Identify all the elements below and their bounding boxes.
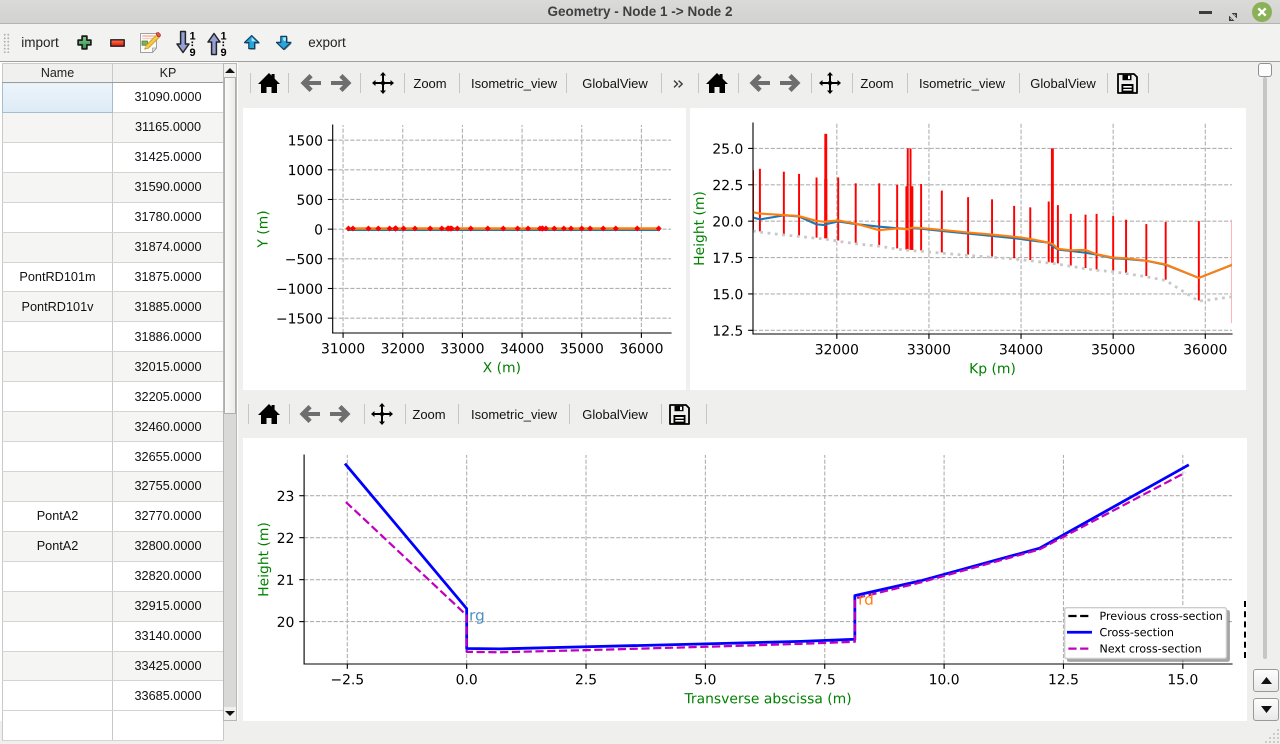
svg-text:9: 9 xyxy=(190,47,196,56)
svg-text:1: 1 xyxy=(221,30,227,42)
svg-text:9: 9 xyxy=(221,47,227,56)
svg-text:1: 1 xyxy=(190,30,196,42)
